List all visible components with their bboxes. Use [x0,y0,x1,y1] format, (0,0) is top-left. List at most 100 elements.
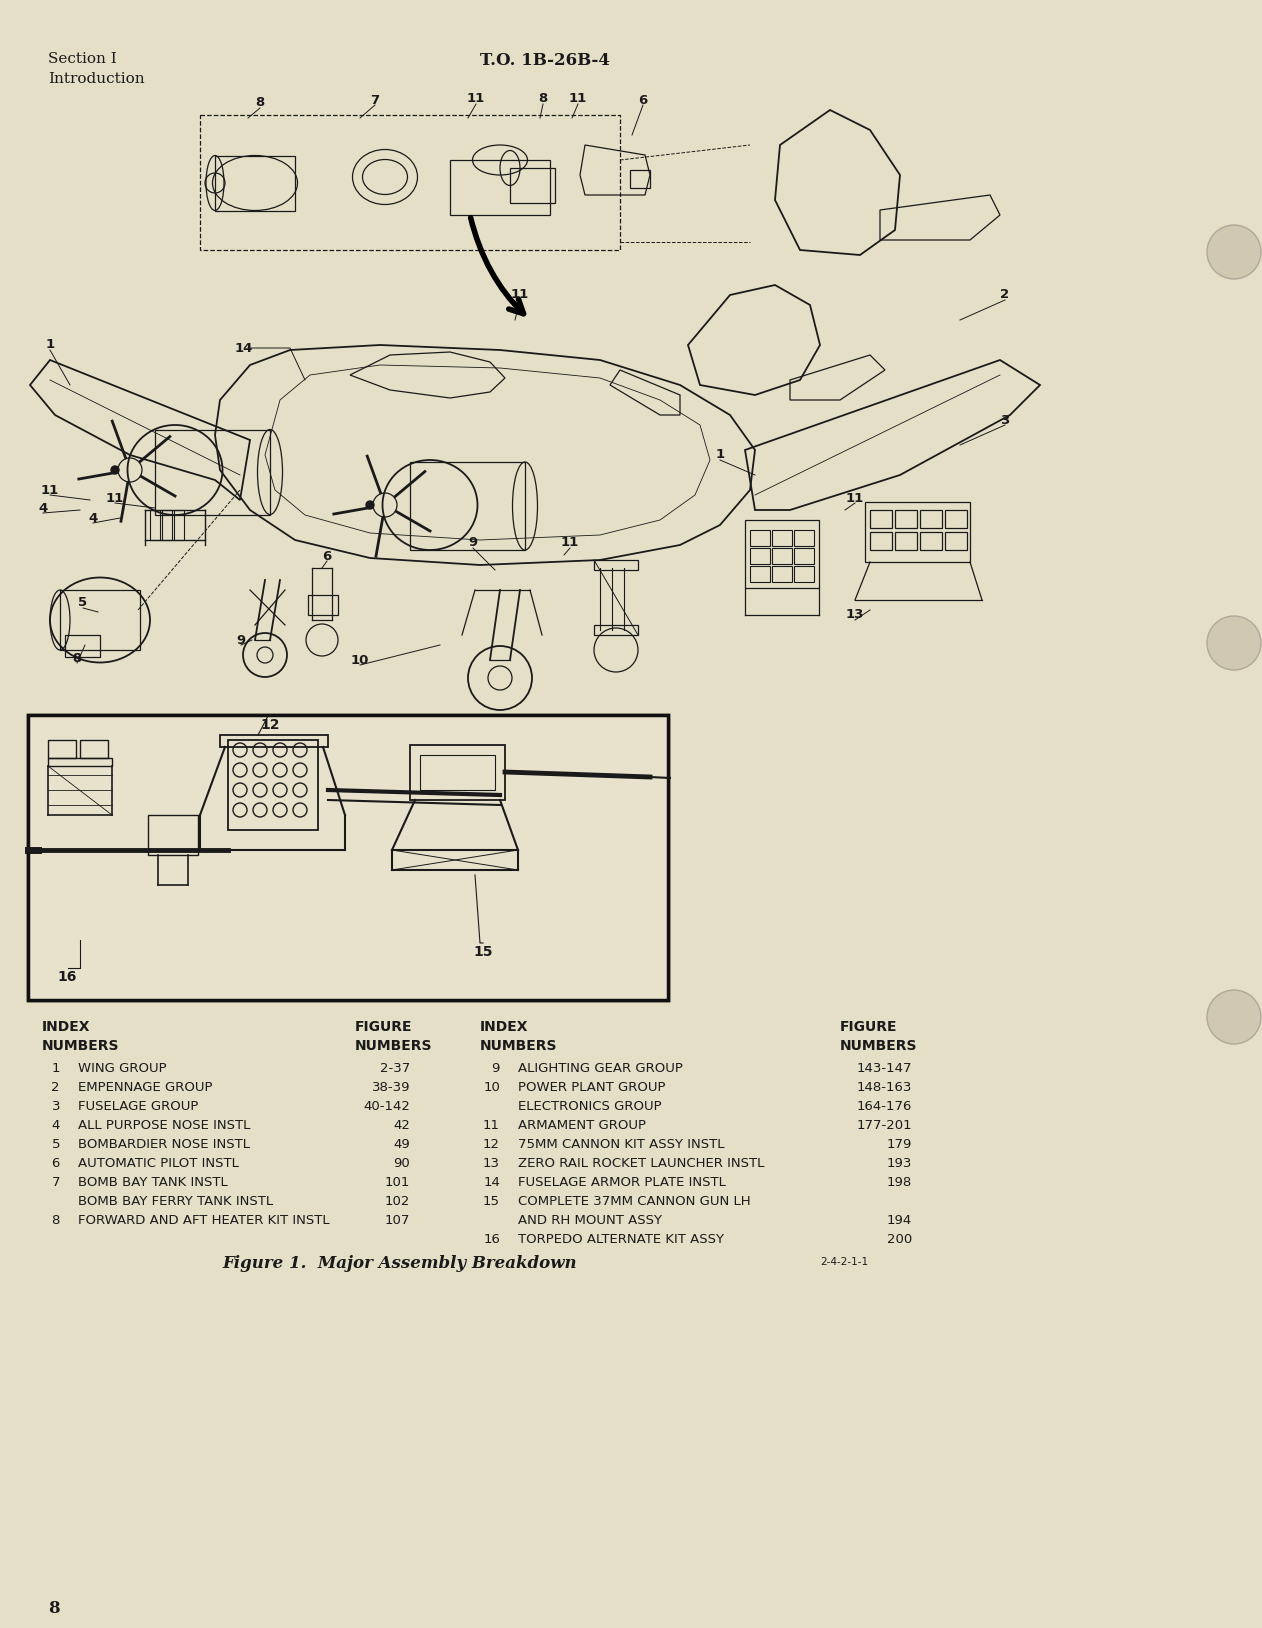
Bar [410,746,505,799]
Text: 8: 8 [52,1214,61,1228]
Bar [870,510,892,527]
Text: NUMBERS: NUMBERS [42,1039,120,1053]
Bar [870,532,892,550]
Bar [510,168,555,204]
Text: 107: 107 [385,1214,410,1228]
Bar [594,560,639,570]
Bar [895,532,917,550]
Text: 9: 9 [468,537,477,550]
Bar [750,567,770,581]
Text: AUTOMATIC PILOT INSTL: AUTOMATIC PILOT INSTL [78,1158,239,1171]
Text: 10: 10 [351,653,370,666]
Text: 164-176: 164-176 [857,1101,912,1114]
Text: WING GROUP: WING GROUP [78,1061,167,1074]
Text: 194: 194 [887,1214,912,1228]
Bar [155,430,270,514]
Text: 101: 101 [385,1175,410,1188]
Text: 15: 15 [483,1195,500,1208]
Text: 13: 13 [846,609,864,622]
Text: 179: 179 [887,1138,912,1151]
Text: 6: 6 [322,550,332,563]
Bar [420,755,495,790]
Text: 2: 2 [1001,288,1010,301]
Bar [794,531,814,545]
Bar [750,549,770,563]
Bar [215,156,295,212]
Text: 193: 193 [887,1158,912,1171]
Text: 12: 12 [483,1138,500,1151]
Bar [920,532,941,550]
Bar [199,116,620,251]
Text: BOMB BAY TANK INSTL: BOMB BAY TANK INSTL [78,1175,227,1188]
Text: BOMB BAY FERRY TANK INSTL: BOMB BAY FERRY TANK INSTL [78,1195,273,1208]
Text: 90: 90 [394,1158,410,1171]
Bar [150,510,160,540]
Bar [410,462,525,550]
Bar [772,531,793,545]
Text: ARMAMENT GROUP: ARMAMENT GROUP [517,1118,646,1131]
Text: 5: 5 [52,1138,61,1151]
Text: 8: 8 [72,651,82,664]
Text: ELECTRONICS GROUP: ELECTRONICS GROUP [517,1101,661,1114]
Bar [594,625,639,635]
Text: 198: 198 [887,1175,912,1188]
Text: T.O. 1B-26B-4: T.O. 1B-26B-4 [480,52,610,68]
Text: 177-201: 177-201 [857,1118,912,1131]
Bar [945,510,967,527]
Bar [80,741,109,759]
Circle shape [111,466,119,474]
Text: 11: 11 [511,288,529,301]
Text: 13: 13 [483,1158,500,1171]
Text: 5: 5 [78,596,87,609]
Text: 14: 14 [483,1175,500,1188]
Text: 4: 4 [52,1118,61,1131]
Text: FIGURE: FIGURE [355,1021,413,1034]
Text: ALIGHTING GEAR GROUP: ALIGHTING GEAR GROUP [517,1061,683,1074]
Text: 14: 14 [235,342,254,355]
Text: EMPENNAGE GROUP: EMPENNAGE GROUP [78,1081,212,1094]
Text: FORWARD AND AFT HEATER KIT INSTL: FORWARD AND AFT HEATER KIT INSTL [78,1214,329,1228]
Text: BOMBARDIER NOSE INSTL: BOMBARDIER NOSE INSTL [78,1138,250,1151]
Text: FUSELAGE ARMOR PLATE INSTL: FUSELAGE ARMOR PLATE INSTL [517,1175,726,1188]
Bar [308,594,338,615]
Bar [48,741,76,759]
Text: FUSELAGE GROUP: FUSELAGE GROUP [78,1101,198,1114]
Bar [48,759,112,767]
Text: 11: 11 [569,93,587,106]
Text: 8: 8 [539,93,548,106]
Text: NUMBERS: NUMBERS [480,1039,558,1053]
Bar [174,510,184,540]
Text: 38-39: 38-39 [371,1081,410,1094]
Bar [162,510,172,540]
Text: Introduction: Introduction [48,72,145,86]
Bar [29,716,666,998]
Bar [66,635,100,658]
Bar [630,169,650,187]
Text: NUMBERS: NUMBERS [840,1039,917,1053]
Text: 11: 11 [40,484,59,497]
Bar [772,567,793,581]
Bar [28,715,668,1000]
Text: 10: 10 [483,1081,500,1094]
Bar [750,531,770,545]
Text: 8: 8 [255,96,265,109]
Bar [895,510,917,527]
Text: TORPEDO ALTERNATE KIT ASSY: TORPEDO ALTERNATE KIT ASSY [517,1232,724,1245]
Text: INDEX: INDEX [42,1021,91,1034]
Text: 11: 11 [106,492,124,505]
Text: 9: 9 [492,1061,500,1074]
Text: 11: 11 [560,537,579,550]
Bar [228,741,318,830]
Bar [61,589,140,650]
Text: 3: 3 [1001,414,1010,427]
Text: 1: 1 [45,339,54,352]
Text: FIGURE: FIGURE [840,1021,897,1034]
Text: 1: 1 [716,448,724,461]
Bar [794,567,814,581]
Text: 42: 42 [394,1118,410,1131]
Text: 1: 1 [52,1061,61,1074]
Bar [920,510,941,527]
Text: 75MM CANNON KIT ASSY INSTL: 75MM CANNON KIT ASSY INSTL [517,1138,724,1151]
Text: 11: 11 [846,492,864,505]
Text: 4: 4 [88,511,97,524]
